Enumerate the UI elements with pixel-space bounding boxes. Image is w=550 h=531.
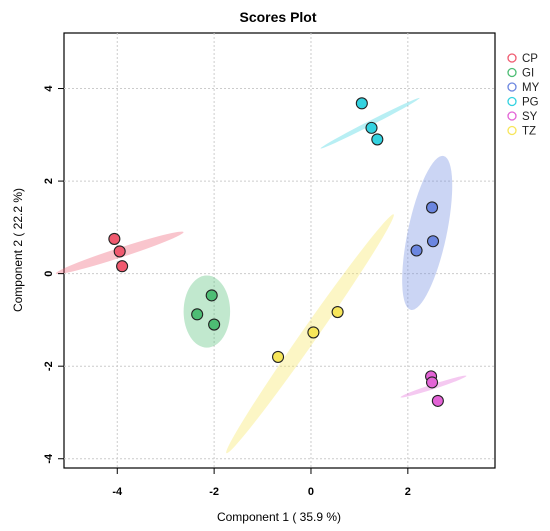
legend-marker-tz [507, 125, 517, 136]
x-tick-label: 2 [405, 486, 411, 498]
point-gi [191, 308, 204, 321]
point-my [410, 244, 423, 257]
point-sy [425, 376, 439, 389]
point-pg [371, 133, 384, 146]
confidence-ellipses [55, 97, 467, 454]
point-pg [355, 97, 368, 110]
point-pg [365, 121, 378, 134]
point-cp [108, 232, 121, 245]
x-axis: -4 -2 0 2 [112, 468, 411, 498]
legend-marker-cp [507, 53, 517, 63]
point-my [426, 235, 440, 248]
x-tick-label: 0 [308, 486, 314, 498]
y-axis-label: Component 2 ( 22.2 %) [11, 188, 25, 312]
chart-title: Scores Plot [239, 9, 316, 25]
legend-label-gi: GI [522, 68, 534, 80]
legend-marker-my [507, 82, 517, 92]
y-axis: -4 -2 0 2 4 [43, 85, 64, 464]
point-cp [116, 260, 129, 273]
point-tz [331, 305, 344, 319]
point-my [425, 201, 439, 214]
point-cp [113, 245, 126, 258]
x-axis-label: Component 1 ( 35.9 %) [217, 510, 341, 524]
y-tick-label: 4 [43, 85, 55, 92]
legend-label-my: MY [522, 82, 540, 94]
point-gi [208, 318, 221, 331]
legend-marker-pg [507, 96, 517, 107]
point-tz [307, 326, 320, 339]
point-tz [271, 350, 285, 363]
y-tick-label: 0 [43, 271, 55, 277]
point-gi [205, 289, 218, 302]
x-tick-label: -2 [209, 486, 219, 498]
ellipse-gi [183, 275, 231, 348]
legend-label-tz: TZ [522, 126, 536, 138]
legend-label-cp: CP [522, 53, 538, 65]
plot-frame [63, 32, 496, 469]
ellipse-my [402, 155, 453, 310]
legend-marker-gi [507, 67, 517, 78]
x-tick-label: -4 [112, 486, 123, 498]
data-points [108, 97, 444, 407]
legend-label-pg: PG [522, 97, 539, 109]
legend-marker-sy [507, 111, 517, 121]
legend: CP GI MY PG SY TZ [507, 53, 540, 138]
y-tick-label: -4 [43, 453, 55, 464]
y-tick-label: 2 [43, 178, 55, 184]
y-tick-label: -2 [43, 361, 55, 371]
legend-label-sy: SY [522, 111, 538, 123]
point-sy [431, 394, 444, 407]
